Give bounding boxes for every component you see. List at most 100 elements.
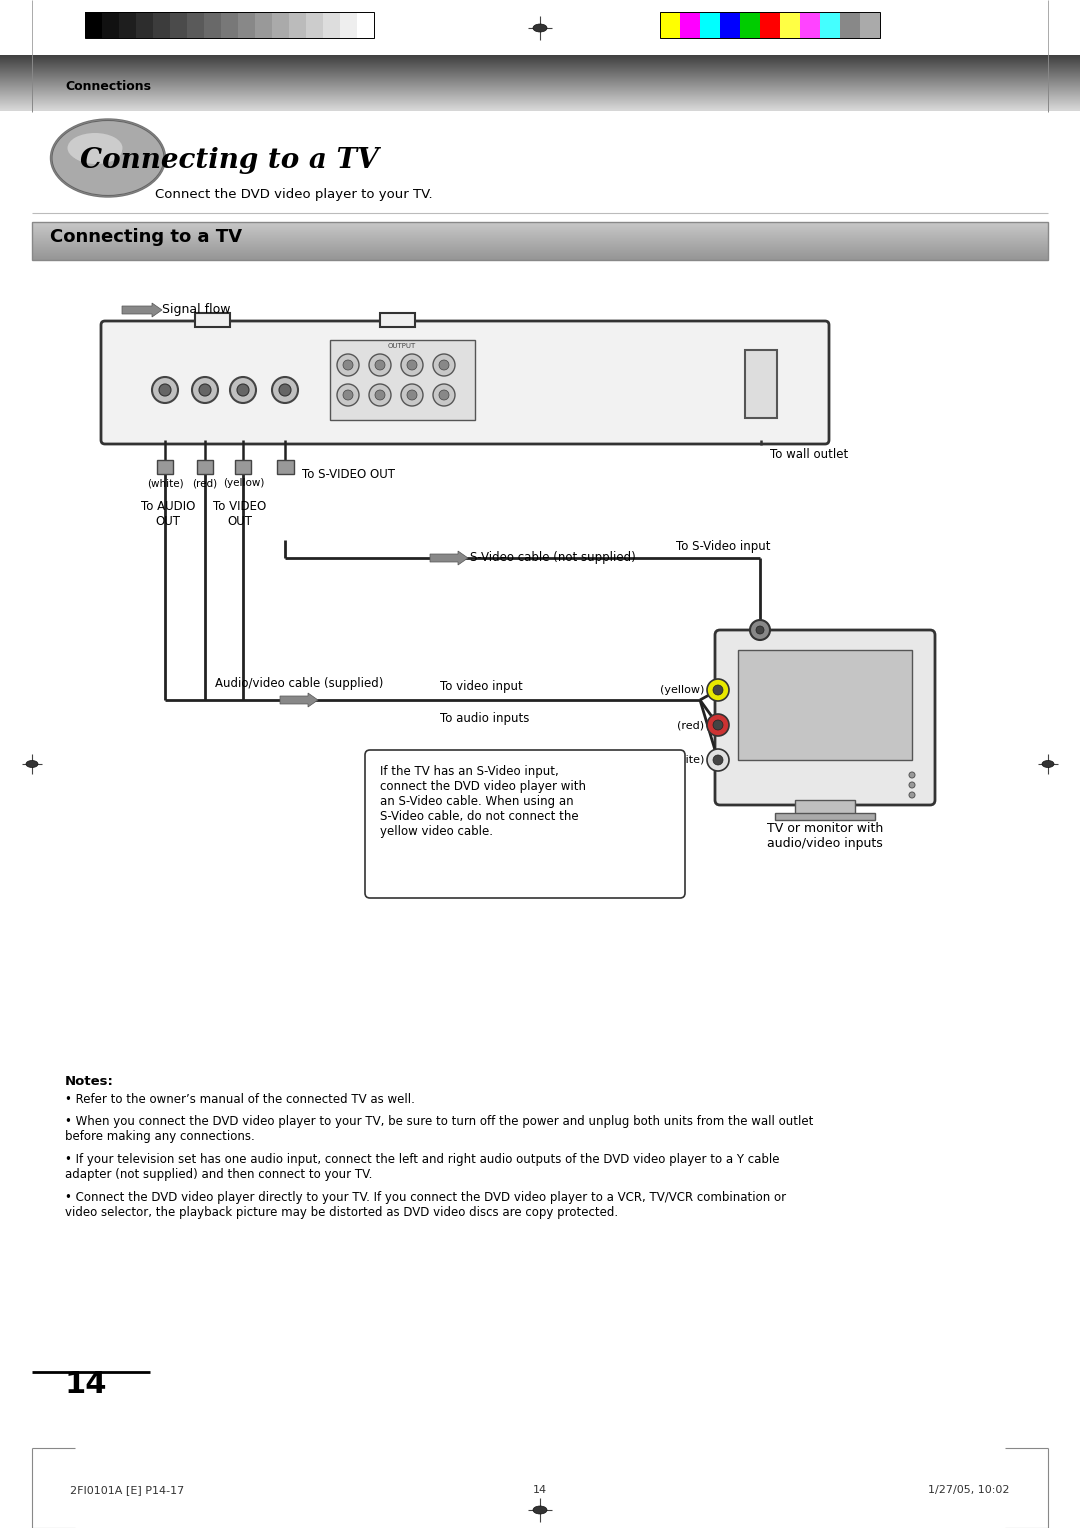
Bar: [800, 12, 820, 38]
Circle shape: [401, 384, 423, 406]
Circle shape: [199, 384, 211, 396]
Bar: [795, 801, 855, 814]
Circle shape: [343, 390, 353, 400]
FancyBboxPatch shape: [715, 630, 935, 805]
Circle shape: [401, 354, 423, 376]
Bar: [153, 12, 170, 38]
Bar: [323, 12, 340, 38]
FancyBboxPatch shape: [102, 321, 829, 445]
Ellipse shape: [67, 133, 122, 163]
Circle shape: [713, 685, 723, 695]
Ellipse shape: [26, 761, 38, 767]
Ellipse shape: [52, 121, 164, 196]
Circle shape: [192, 377, 218, 403]
Text: 1/27/05, 10:02: 1/27/05, 10:02: [929, 1485, 1010, 1494]
Bar: [85, 12, 102, 38]
Text: • Connect the DVD video player directly to your TV. If you connect the DVD video: • Connect the DVD video player directly …: [65, 1190, 786, 1219]
Bar: [775, 813, 875, 821]
Circle shape: [369, 354, 391, 376]
Circle shape: [707, 678, 729, 701]
Circle shape: [337, 384, 359, 406]
Bar: [119, 12, 136, 38]
Text: To S-Video input: To S-Video input: [675, 539, 770, 553]
Circle shape: [433, 384, 455, 406]
Text: Signal flow: Signal flow: [162, 304, 230, 316]
Bar: [680, 12, 700, 38]
Bar: [820, 12, 840, 38]
Bar: [235, 460, 251, 474]
Bar: [380, 313, 415, 327]
Text: To VIDEO
OUT: To VIDEO OUT: [214, 500, 267, 529]
FancyArrow shape: [280, 694, 318, 707]
FancyArrow shape: [122, 303, 162, 316]
Circle shape: [707, 749, 729, 772]
Bar: [357, 12, 374, 38]
Text: • If your television set has one audio input, connect the left and right audio o: • If your television set has one audio i…: [65, 1154, 780, 1181]
Circle shape: [438, 390, 449, 400]
Bar: [660, 12, 880, 38]
Text: • When you connect the DVD video player to your TV, be sure to turn off the powe: • When you connect the DVD video player …: [65, 1115, 813, 1143]
Text: To audio inputs: To audio inputs: [440, 712, 529, 724]
Text: To wall outlet: To wall outlet: [770, 449, 848, 461]
Circle shape: [438, 361, 449, 370]
Text: Connections: Connections: [65, 79, 151, 93]
Bar: [102, 12, 119, 38]
Circle shape: [909, 782, 915, 788]
Circle shape: [375, 390, 384, 400]
Bar: [860, 12, 880, 38]
Bar: [221, 12, 238, 38]
Circle shape: [713, 755, 723, 766]
Bar: [255, 12, 272, 38]
Circle shape: [750, 620, 770, 640]
Text: S-Video cable (not supplied): S-Video cable (not supplied): [470, 552, 636, 564]
Bar: [745, 350, 777, 419]
Text: Audio/video cable (supplied): Audio/video cable (supplied): [215, 677, 383, 691]
Bar: [272, 12, 289, 38]
Text: (red): (red): [677, 720, 704, 730]
Circle shape: [407, 361, 417, 370]
Circle shape: [756, 626, 764, 634]
Bar: [32, 222, 1048, 260]
Text: (yellow): (yellow): [660, 685, 704, 695]
Bar: [306, 12, 323, 38]
Bar: [197, 460, 213, 474]
Bar: [700, 12, 720, 38]
Circle shape: [159, 384, 171, 396]
Text: 14: 14: [532, 1485, 548, 1494]
Bar: [660, 12, 680, 38]
Bar: [840, 12, 860, 38]
Text: Connecting to a TV: Connecting to a TV: [50, 228, 242, 246]
FancyArrow shape: [430, 552, 468, 565]
Bar: [276, 460, 294, 474]
Circle shape: [407, 390, 417, 400]
Bar: [238, 12, 255, 38]
Bar: [720, 12, 740, 38]
Text: To AUDIO
OUT: To AUDIO OUT: [140, 500, 195, 529]
Text: (white): (white): [664, 755, 704, 766]
Circle shape: [272, 377, 298, 403]
Text: • Refer to the owner’s manual of the connected TV as well.: • Refer to the owner’s manual of the con…: [65, 1093, 415, 1106]
Circle shape: [713, 720, 723, 730]
Ellipse shape: [534, 1507, 546, 1514]
Text: Connect the DVD video player to your TV.: Connect the DVD video player to your TV.: [156, 188, 433, 202]
Text: To video input: To video input: [440, 680, 523, 694]
Bar: [170, 12, 187, 38]
FancyBboxPatch shape: [365, 750, 685, 898]
Bar: [0, 0, 1080, 55]
Ellipse shape: [80, 148, 150, 188]
Ellipse shape: [70, 136, 122, 163]
Circle shape: [375, 361, 384, 370]
Text: TV or monitor with
audio/video inputs: TV or monitor with audio/video inputs: [767, 822, 883, 850]
Circle shape: [152, 377, 178, 403]
Bar: [157, 460, 173, 474]
Circle shape: [343, 361, 353, 370]
Bar: [85, 12, 374, 38]
Bar: [195, 313, 230, 327]
Bar: [760, 12, 780, 38]
Bar: [738, 649, 912, 759]
Text: Notes:: Notes:: [65, 1076, 113, 1088]
Circle shape: [909, 792, 915, 798]
Bar: [740, 12, 760, 38]
Circle shape: [369, 384, 391, 406]
Ellipse shape: [534, 24, 546, 32]
